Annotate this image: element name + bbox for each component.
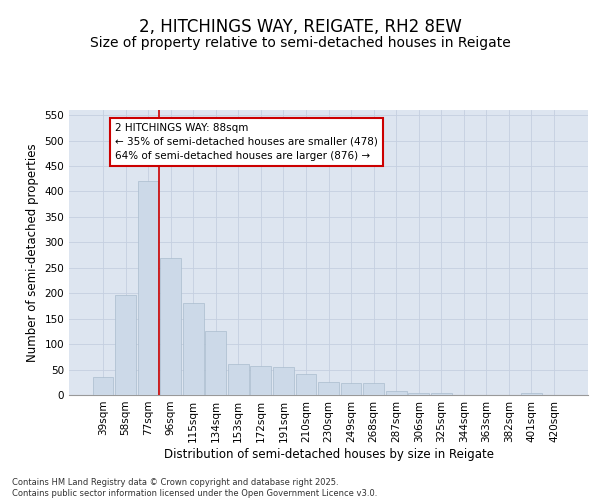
Bar: [296, 374, 316, 395]
Bar: [137, 182, 158, 395]
Text: Contains HM Land Registry data © Crown copyright and database right 2025.
Contai: Contains HM Land Registry data © Crown c…: [12, 478, 377, 498]
Text: Size of property relative to semi-detached houses in Reigate: Size of property relative to semi-detach…: [89, 36, 511, 50]
Bar: [115, 294, 136, 395]
Bar: [409, 393, 429, 395]
Bar: [318, 382, 339, 395]
Bar: [160, 258, 181, 395]
Bar: [92, 377, 113, 395]
Bar: [363, 384, 384, 395]
Bar: [273, 367, 294, 395]
Bar: [341, 384, 361, 395]
Bar: [228, 364, 248, 395]
Text: 2 HITCHINGS WAY: 88sqm
← 35% of semi-detached houses are smaller (478)
64% of se: 2 HITCHINGS WAY: 88sqm ← 35% of semi-det…: [115, 122, 378, 160]
Bar: [386, 392, 407, 395]
Y-axis label: Number of semi-detached properties: Number of semi-detached properties: [26, 143, 39, 362]
Bar: [431, 393, 452, 395]
Bar: [250, 366, 271, 395]
X-axis label: Distribution of semi-detached houses by size in Reigate: Distribution of semi-detached houses by …: [163, 448, 493, 460]
Text: 2, HITCHINGS WAY, REIGATE, RH2 8EW: 2, HITCHINGS WAY, REIGATE, RH2 8EW: [139, 18, 461, 36]
Bar: [183, 303, 203, 395]
Bar: [205, 332, 226, 395]
Bar: [521, 394, 542, 395]
